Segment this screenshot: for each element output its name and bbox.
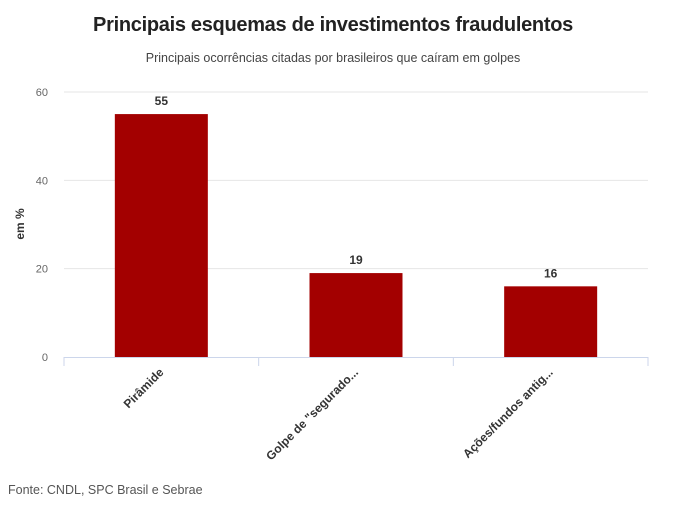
bar [309,273,403,357]
bar-chart: 0 20 40 60 em % 55 19 16 Pirâmide Golpe de "se… [13,87,649,463]
y-tick-label: 60 [36,87,48,99]
y-tick-label: 0 [42,352,48,364]
y-axis-label: em % [13,208,27,240]
data-label: 55 [155,94,169,108]
x-tick-label: Pirâmide [121,365,167,411]
x-axis [63,357,649,366]
chart-title: Principais esquemas de investimentos fra… [93,14,573,36]
x-tick-label: Ações/fundos antig... [460,365,556,461]
bar [504,286,598,357]
chart-subtitle: Principais ocorrências citadas por brasi… [145,51,521,65]
data-labels: 55 19 16 [155,94,558,280]
data-label: 16 [544,266,558,280]
y-tick-label: 20 [36,264,48,276]
y-axis-ticks: 0 20 40 60 [36,87,48,364]
source-note: Fonte: CNDL, SPC Brasil e Sebrae [8,483,203,497]
bars [114,114,598,357]
data-label: 19 [349,253,363,267]
y-tick-label: 40 [36,175,48,187]
bar [114,114,208,357]
x-tick-label: Golpe de "segurado... [263,365,361,463]
x-axis-ticks: Pirâmide Golpe de "segurado... Ações/fundo… [121,365,556,463]
